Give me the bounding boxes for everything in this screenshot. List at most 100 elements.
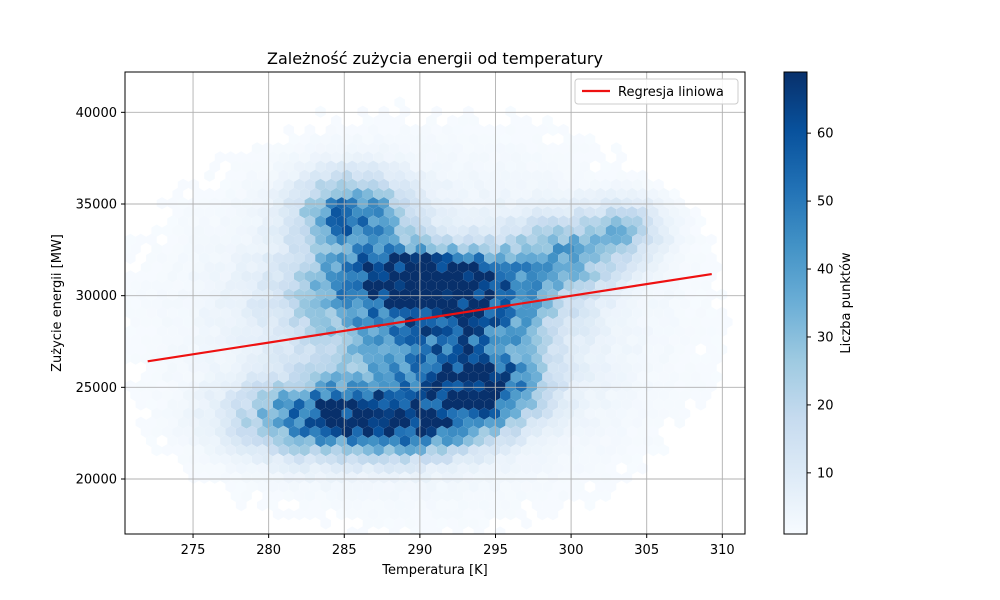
hexbin-cell (505, 416, 516, 429)
hexbin-cell (426, 462, 437, 475)
hexbin-cell (426, 261, 437, 274)
hexbin-cell (611, 288, 622, 301)
hexbin-cell (436, 279, 448, 292)
hexbin-cell (267, 151, 279, 164)
hexbin-cell (484, 215, 495, 228)
hexbin-cell (616, 206, 627, 219)
hexbin-cell (537, 160, 548, 173)
hexbin-cell (574, 352, 585, 365)
hexbin-cell (521, 114, 532, 127)
hexbin-cell (399, 252, 411, 265)
hexbin-cell (463, 325, 474, 338)
hexbin-cell (246, 206, 258, 219)
hexbin-cell (399, 434, 411, 448)
hexbin-cell (415, 425, 427, 438)
hexbin-cell (690, 206, 701, 219)
hexbin-cell (653, 233, 664, 246)
hexbin-cell (315, 105, 326, 118)
hexbin-cell (711, 316, 722, 329)
hexbin-cell (241, 288, 252, 301)
hexbin-cell (616, 261, 627, 274)
hexbin-cell (632, 380, 643, 393)
hexbin-cell (505, 489, 516, 502)
hexbin-cell (558, 270, 569, 283)
hexbin-cell (368, 343, 379, 356)
hexbin-cell (331, 279, 342, 292)
hexbin-cell (235, 261, 247, 274)
hexbin-cell (362, 133, 374, 146)
hexbin-cell (346, 306, 358, 320)
hexbin-cell (658, 407, 670, 420)
hexbin-cell (410, 306, 421, 320)
hexbin-cell (246, 462, 258, 475)
hexbin-cell (399, 361, 411, 374)
hexbin-cell (531, 480, 543, 493)
hexbin-cell (362, 224, 374, 237)
hexbin-cell (431, 178, 442, 191)
hexbin-cell (626, 242, 638, 255)
hexbin-cell (394, 517, 405, 530)
hexbin-cell (288, 407, 300, 420)
hexbin-cell (494, 434, 506, 448)
hexbin-cell (346, 453, 358, 466)
hexbin-cell (600, 453, 611, 466)
hexbin-cell (510, 352, 522, 365)
hexbin-cell (595, 444, 606, 457)
hexbin-cell (663, 215, 675, 228)
hexbin-cell (241, 325, 252, 338)
hexbin-cell (405, 169, 416, 182)
hexbin-cell (278, 261, 289, 274)
hexbin-cell (362, 517, 374, 530)
x-tick-label: 285 (332, 543, 357, 558)
hexbin-cell (368, 252, 379, 265)
hexbin-cell (463, 233, 474, 246)
hexbin-cell (442, 508, 453, 521)
hexbin-cell (468, 242, 479, 255)
hexbin-cell (167, 252, 178, 265)
hexbin-cell (537, 434, 548, 448)
hexbin-cell (162, 425, 173, 438)
hexbin-cell (257, 279, 268, 292)
hexbin-cell (415, 279, 427, 292)
hexbin-cell (669, 187, 680, 201)
hexbin-cell (241, 233, 252, 246)
hexbin-cell (605, 407, 617, 420)
hexbin-cell (526, 270, 538, 283)
hexbin-cell (521, 389, 532, 402)
hexbin-cell (547, 178, 559, 191)
hexbin-cell (251, 361, 263, 374)
hexbin-cell (457, 114, 469, 127)
hexbin-cell (531, 151, 543, 164)
hexbin-cell (442, 398, 453, 411)
hexbin-cell (463, 361, 474, 374)
hexbin-cell (309, 407, 321, 420)
hexbin-cell (315, 398, 326, 411)
hexbin-cell (235, 206, 247, 219)
hexbin-cell (383, 334, 395, 347)
hexbin-cell (600, 233, 611, 246)
hexbin-cell (442, 270, 453, 283)
hexbin-cell (304, 252, 316, 265)
hexbin-cell (463, 270, 474, 283)
hexbin-cell (663, 288, 675, 301)
hexbin-cell (447, 114, 458, 127)
hexbin-cell (579, 252, 590, 265)
hexbin-cell (679, 224, 691, 237)
hexbin-cell (452, 434, 464, 448)
hexbin-cell (452, 160, 464, 173)
hexbin-cell (515, 453, 527, 466)
hexbin-cell (706, 343, 717, 356)
hexbin-cell (357, 288, 368, 301)
hexbin-cell (346, 197, 358, 210)
hexbin-cell (695, 288, 707, 301)
hexbin-cell (558, 416, 569, 429)
hexbin-cell (125, 306, 136, 320)
hexbin-cell (473, 270, 485, 283)
hexbin-cell (125, 325, 136, 338)
hexbin-cell (405, 499, 416, 512)
hexbin-cell (283, 380, 294, 393)
hexbin-cell (283, 233, 294, 246)
hexbin-cell (642, 270, 654, 283)
hexbin-cell (220, 252, 231, 265)
hexbin-cell (193, 444, 205, 457)
